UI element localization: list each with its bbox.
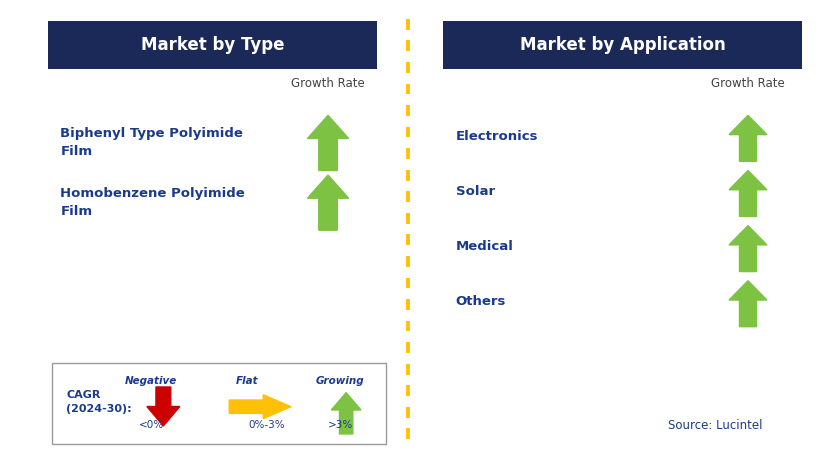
Text: 0%-3%: 0%-3% xyxy=(248,420,284,430)
Polygon shape xyxy=(307,115,349,171)
Text: Electronics: Electronics xyxy=(455,130,537,142)
Text: <0%: <0% xyxy=(138,420,163,430)
Text: Growth Rate: Growth Rate xyxy=(291,77,364,90)
Text: Source: Lucintel: Source: Lucintel xyxy=(667,419,762,432)
Text: Market by Type: Market by Type xyxy=(141,36,284,54)
Text: Market by Application: Market by Application xyxy=(519,36,724,54)
Text: Others: Others xyxy=(455,295,505,308)
Text: Medical: Medical xyxy=(455,240,513,253)
FancyBboxPatch shape xyxy=(48,21,377,69)
Polygon shape xyxy=(307,175,349,230)
Polygon shape xyxy=(728,171,766,216)
Polygon shape xyxy=(728,281,766,327)
Polygon shape xyxy=(728,226,766,272)
Text: Solar: Solar xyxy=(455,185,494,198)
Text: Homobenzene Polyimide
Film: Homobenzene Polyimide Film xyxy=(60,187,245,218)
Polygon shape xyxy=(229,395,291,418)
Polygon shape xyxy=(728,115,766,161)
Text: Negative: Negative xyxy=(125,376,177,386)
Polygon shape xyxy=(331,392,360,434)
FancyBboxPatch shape xyxy=(443,21,801,69)
FancyBboxPatch shape xyxy=(52,364,385,444)
Text: CAGR
(2024-30):: CAGR (2024-30): xyxy=(66,390,132,414)
Polygon shape xyxy=(147,387,180,426)
Text: >3%: >3% xyxy=(327,420,353,430)
Text: Biphenyl Type Polyimide
Film: Biphenyl Type Polyimide Film xyxy=(60,127,243,159)
Text: Growth Rate: Growth Rate xyxy=(710,77,784,90)
Text: Flat: Flat xyxy=(236,376,258,386)
Text: Growing: Growing xyxy=(315,376,364,386)
